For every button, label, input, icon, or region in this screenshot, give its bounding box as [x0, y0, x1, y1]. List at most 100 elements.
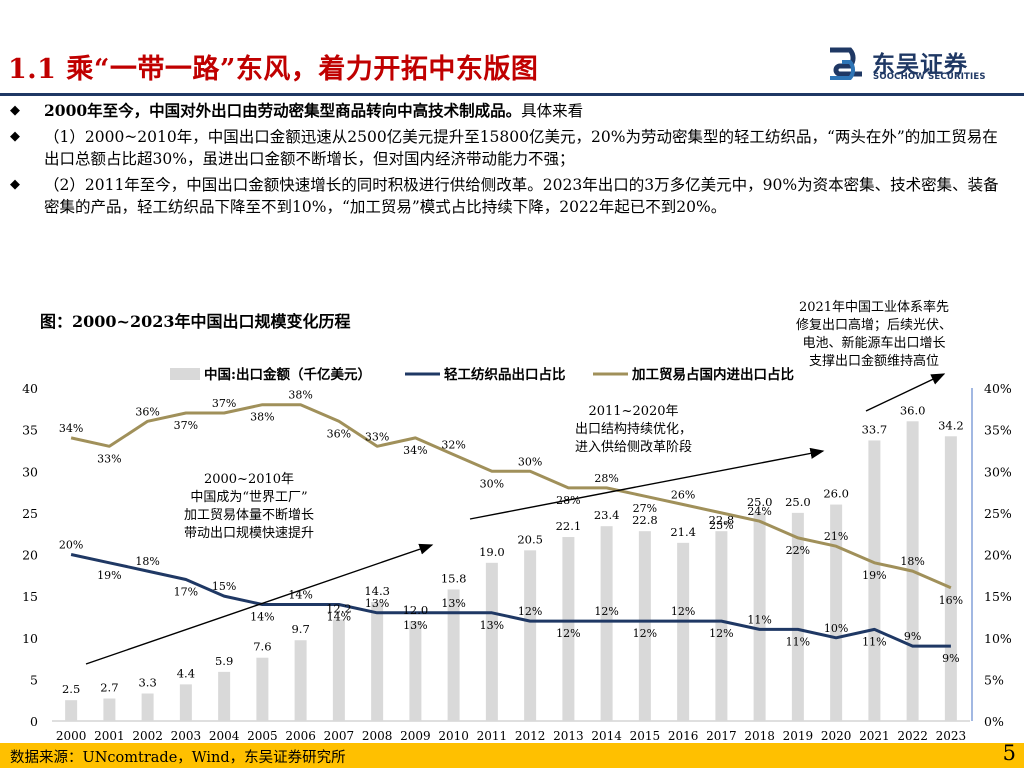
- annotation-line: 加工贸易体量不断增长: [184, 508, 315, 523]
- diamond-bullet-icon: ◆: [10, 176, 20, 192]
- annotation-line: 支撑出口金额维持高位: [809, 354, 940, 369]
- annotation-line: 2011~2020年: [588, 404, 679, 419]
- line-2-data-label: 34%: [59, 422, 83, 435]
- line-1-data-label: 11%: [747, 613, 771, 626]
- line-2-data-label: 26%: [671, 489, 695, 502]
- line-1-data-label: 12%: [556, 627, 580, 640]
- title-divider: [0, 93, 1024, 96]
- line-1-data-label: 13%: [403, 619, 427, 632]
- line-1-data-label: 11%: [862, 635, 886, 648]
- bar: [332, 619, 345, 721]
- footer-bar: 数据来源：UNcomtrade，Wind，东吴证券研究所 5: [0, 741, 1024, 768]
- line-2-data-label: 33%: [97, 452, 121, 465]
- y-left-tick-label: 5: [30, 672, 38, 687]
- line-1-data-label: 19%: [97, 569, 121, 582]
- bar: [600, 526, 613, 721]
- line-1-data-label: 14%: [327, 610, 351, 623]
- bar-data-label: 2.7: [100, 681, 118, 695]
- bar: [218, 671, 231, 721]
- x-tick-label: 2016: [668, 729, 699, 742]
- line-1-data-label: 13%: [441, 597, 465, 610]
- line-2-data-label: 25%: [709, 519, 733, 532]
- y-right-tick-label: 40%: [984, 381, 1012, 396]
- bar-data-label: 22.1: [556, 519, 582, 533]
- annotation-line: 带动出口规模快速提升: [184, 526, 315, 541]
- line-1-data-label: 12%: [633, 627, 657, 640]
- data-source: 数据来源：UNcomtrade，Wind，东吴证券研究所: [10, 750, 346, 766]
- line-1-data-label: 9%: [904, 630, 921, 643]
- bar-data-label: 26.0: [823, 487, 849, 501]
- bar-data-label: 21.4: [670, 525, 696, 539]
- annotation-line: 电池、新能源车出口增长: [802, 336, 946, 351]
- annotation-2021: 2021年中国工业体系率先 修复出口高增；后续光伏、 电池、新能源车出口增长 支…: [796, 299, 952, 371]
- x-tick-label: 2010: [438, 729, 469, 742]
- chart-title: 图：2000~2023年中国出口规模变化历程: [40, 312, 351, 331]
- diamond-bullet-icon: ◆: [10, 103, 20, 118]
- line-2-data-label: 19%: [862, 569, 886, 582]
- bar-data-label: 14.3: [364, 584, 390, 598]
- bar: [562, 537, 575, 721]
- line-2-data-label: 30%: [518, 455, 542, 468]
- bar-data-label: 12.0: [403, 603, 429, 617]
- bar-data-label: 36.0: [900, 403, 926, 417]
- trend-arrow-2011-2020: [469, 447, 825, 520]
- bullet-item: ◆ （1）2000~2010年，中国出口金额迅速从2500亿美元提升至15800…: [10, 126, 1010, 171]
- annotation-line: 2021年中国工业体系率先: [798, 300, 950, 315]
- line-2-data-label: 36%: [327, 427, 351, 440]
- x-tick-label: 2017: [706, 729, 737, 742]
- line-2-data-label: 38%: [288, 389, 312, 402]
- line-1-data-label: 12%: [594, 605, 618, 618]
- soochow-logo-icon: [830, 47, 862, 80]
- line-2-data-label: 24%: [747, 505, 771, 518]
- bar: [65, 700, 78, 721]
- bar-data-label: 22.8: [632, 513, 658, 527]
- x-tick-label: 2007: [324, 729, 355, 742]
- annotation-2011-2020: 2011~2020年 出口结构持续优化， 进入供给侧改革阶段: [575, 403, 692, 457]
- y-left-tick-label: 35: [22, 423, 38, 438]
- bar: [791, 512, 804, 721]
- x-tick-label: 2009: [400, 729, 431, 742]
- line-2-data-label: 33%: [365, 430, 389, 443]
- line-1-data-label: 11%: [786, 635, 810, 648]
- line-1-data-label: 12%: [671, 605, 695, 618]
- export-chart: 中国:出口金额（千亿美元） 轻工纺织品出口占比 加工贸易占国内进出口占比 0 5 10 15…: [22, 366, 1012, 742]
- bar: [715, 531, 728, 721]
- x-tick-label: 2004: [209, 729, 240, 742]
- x-tick-label: 2005: [247, 729, 278, 742]
- y-left-tick-label: 25: [22, 506, 38, 521]
- line-1-data-label: 17%: [174, 585, 198, 598]
- annotation-line: 中国成为“世界工厂”: [190, 490, 308, 505]
- line-2-data-label: 21%: [824, 530, 848, 543]
- bar: [638, 531, 651, 721]
- x-tick-label: 2013: [553, 729, 584, 742]
- logo-text-cn: 东吴证券: [872, 52, 968, 78]
- line-1-data-label: 15%: [212, 580, 236, 593]
- bar-data-label: 9.7: [291, 622, 309, 636]
- line-2-data-label: 22%: [786, 544, 810, 557]
- y-left-tick-label: 0: [30, 714, 38, 729]
- bullet-list: ◆ 2000年至今，中国对外出口由劳动密集型商品转向中高技术制成品。具体来看 ◆…: [10, 100, 1010, 222]
- bar: [485, 562, 498, 721]
- trend-arrow-2000-2010: [85, 543, 434, 665]
- line-1-data-label: 13%: [365, 597, 389, 610]
- line-2-data-label: 18%: [900, 555, 924, 568]
- x-tick-label: 2020: [821, 729, 852, 742]
- y-right-tick-label: 25%: [984, 506, 1012, 521]
- page-title: 1.1 乘“一带一路”东风，着力开拓中东版图: [8, 54, 539, 85]
- y-right-tick-label: 5%: [984, 672, 1004, 687]
- x-tick-label: 2018: [744, 729, 775, 742]
- line-2-data-label: 37%: [212, 397, 236, 410]
- annotation-2000-2010: 2000~2010年 中国成为“世界工厂” 加工贸易体量不断增长 带动出口规模快…: [184, 471, 314, 543]
- line-2-data-label: 16%: [939, 594, 963, 607]
- x-tick-label: 2011: [477, 729, 508, 742]
- line-1-data-label: 12%: [518, 605, 542, 618]
- bar: [256, 657, 269, 721]
- y-right-tick-label: 35%: [984, 423, 1012, 438]
- bar: [524, 550, 537, 721]
- x-tick-label: 2000: [56, 729, 87, 742]
- page-number: 5: [1002, 741, 1016, 765]
- bar-data-label: 19.0: [479, 545, 505, 559]
- y-left-tick-label: 30: [22, 464, 38, 479]
- line-2-data-label: 34%: [403, 444, 427, 457]
- bar-data-label: 12.2: [326, 601, 352, 615]
